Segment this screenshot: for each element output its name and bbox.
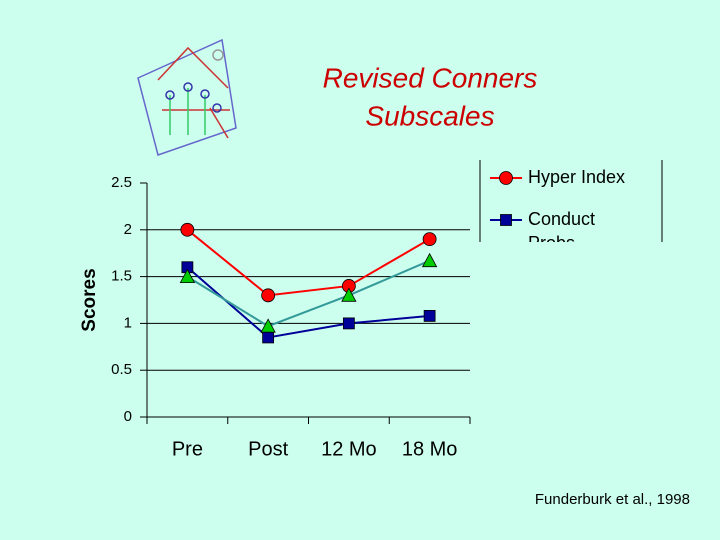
point	[342, 317, 355, 330]
source: Funderburk et al., 1998	[535, 491, 690, 508]
series-line	[186, 229, 431, 297]
legend-label: Conduct Probs	[528, 209, 595, 253]
x-tick-label: 12 Mo	[321, 438, 377, 460]
point	[421, 252, 438, 268]
legend-label: Hyper Index	[528, 167, 625, 187]
legend-marker	[500, 214, 512, 226]
point	[260, 318, 276, 333]
y-tick-label: 1	[124, 314, 132, 331]
title-line: Revised Conners	[323, 62, 538, 93]
series-line	[186, 266, 430, 339]
point	[422, 232, 437, 247]
logo	[137, 38, 237, 156]
legend: Hyper Index Conduct Probs	[490, 167, 625, 253]
point	[341, 287, 357, 302]
y-tick-label: 0.5	[111, 361, 132, 378]
point	[262, 331, 275, 344]
y-tick-label: 1.5	[111, 268, 132, 285]
y-tick-label: 0	[124, 408, 132, 425]
x-tick-label: Pre	[172, 438, 203, 460]
point	[423, 310, 436, 322]
series-line	[186, 259, 431, 328]
title-line: Subscales	[365, 100, 494, 131]
x-tick-label: 18 Mo	[402, 438, 458, 460]
point	[179, 268, 196, 284]
y-tick-label: 2	[124, 221, 132, 238]
point	[180, 222, 195, 237]
y-tick-label: 2.5	[111, 174, 132, 191]
legend-marker	[499, 171, 513, 185]
y-axis-label: Scores	[79, 268, 100, 331]
x-tick-label: Post	[248, 438, 288, 460]
point	[261, 288, 276, 303]
